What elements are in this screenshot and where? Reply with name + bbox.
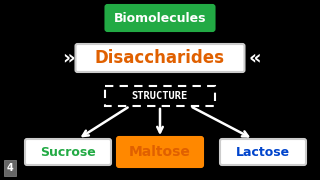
Text: 4: 4 bbox=[7, 163, 13, 173]
FancyBboxPatch shape bbox=[106, 5, 214, 31]
FancyBboxPatch shape bbox=[220, 139, 306, 165]
FancyBboxPatch shape bbox=[117, 137, 203, 167]
Text: «: « bbox=[249, 48, 261, 68]
FancyBboxPatch shape bbox=[25, 139, 111, 165]
Text: »: » bbox=[62, 48, 74, 68]
Text: STRUCTURE: STRUCTURE bbox=[132, 91, 188, 101]
Text: Biomolecules: Biomolecules bbox=[114, 12, 206, 24]
FancyBboxPatch shape bbox=[105, 86, 215, 106]
Text: Sucrose: Sucrose bbox=[40, 145, 96, 159]
Text: Disaccharides: Disaccharides bbox=[95, 49, 225, 67]
FancyBboxPatch shape bbox=[76, 44, 244, 72]
Text: Maltose: Maltose bbox=[129, 145, 191, 159]
Text: Lactose: Lactose bbox=[236, 145, 290, 159]
